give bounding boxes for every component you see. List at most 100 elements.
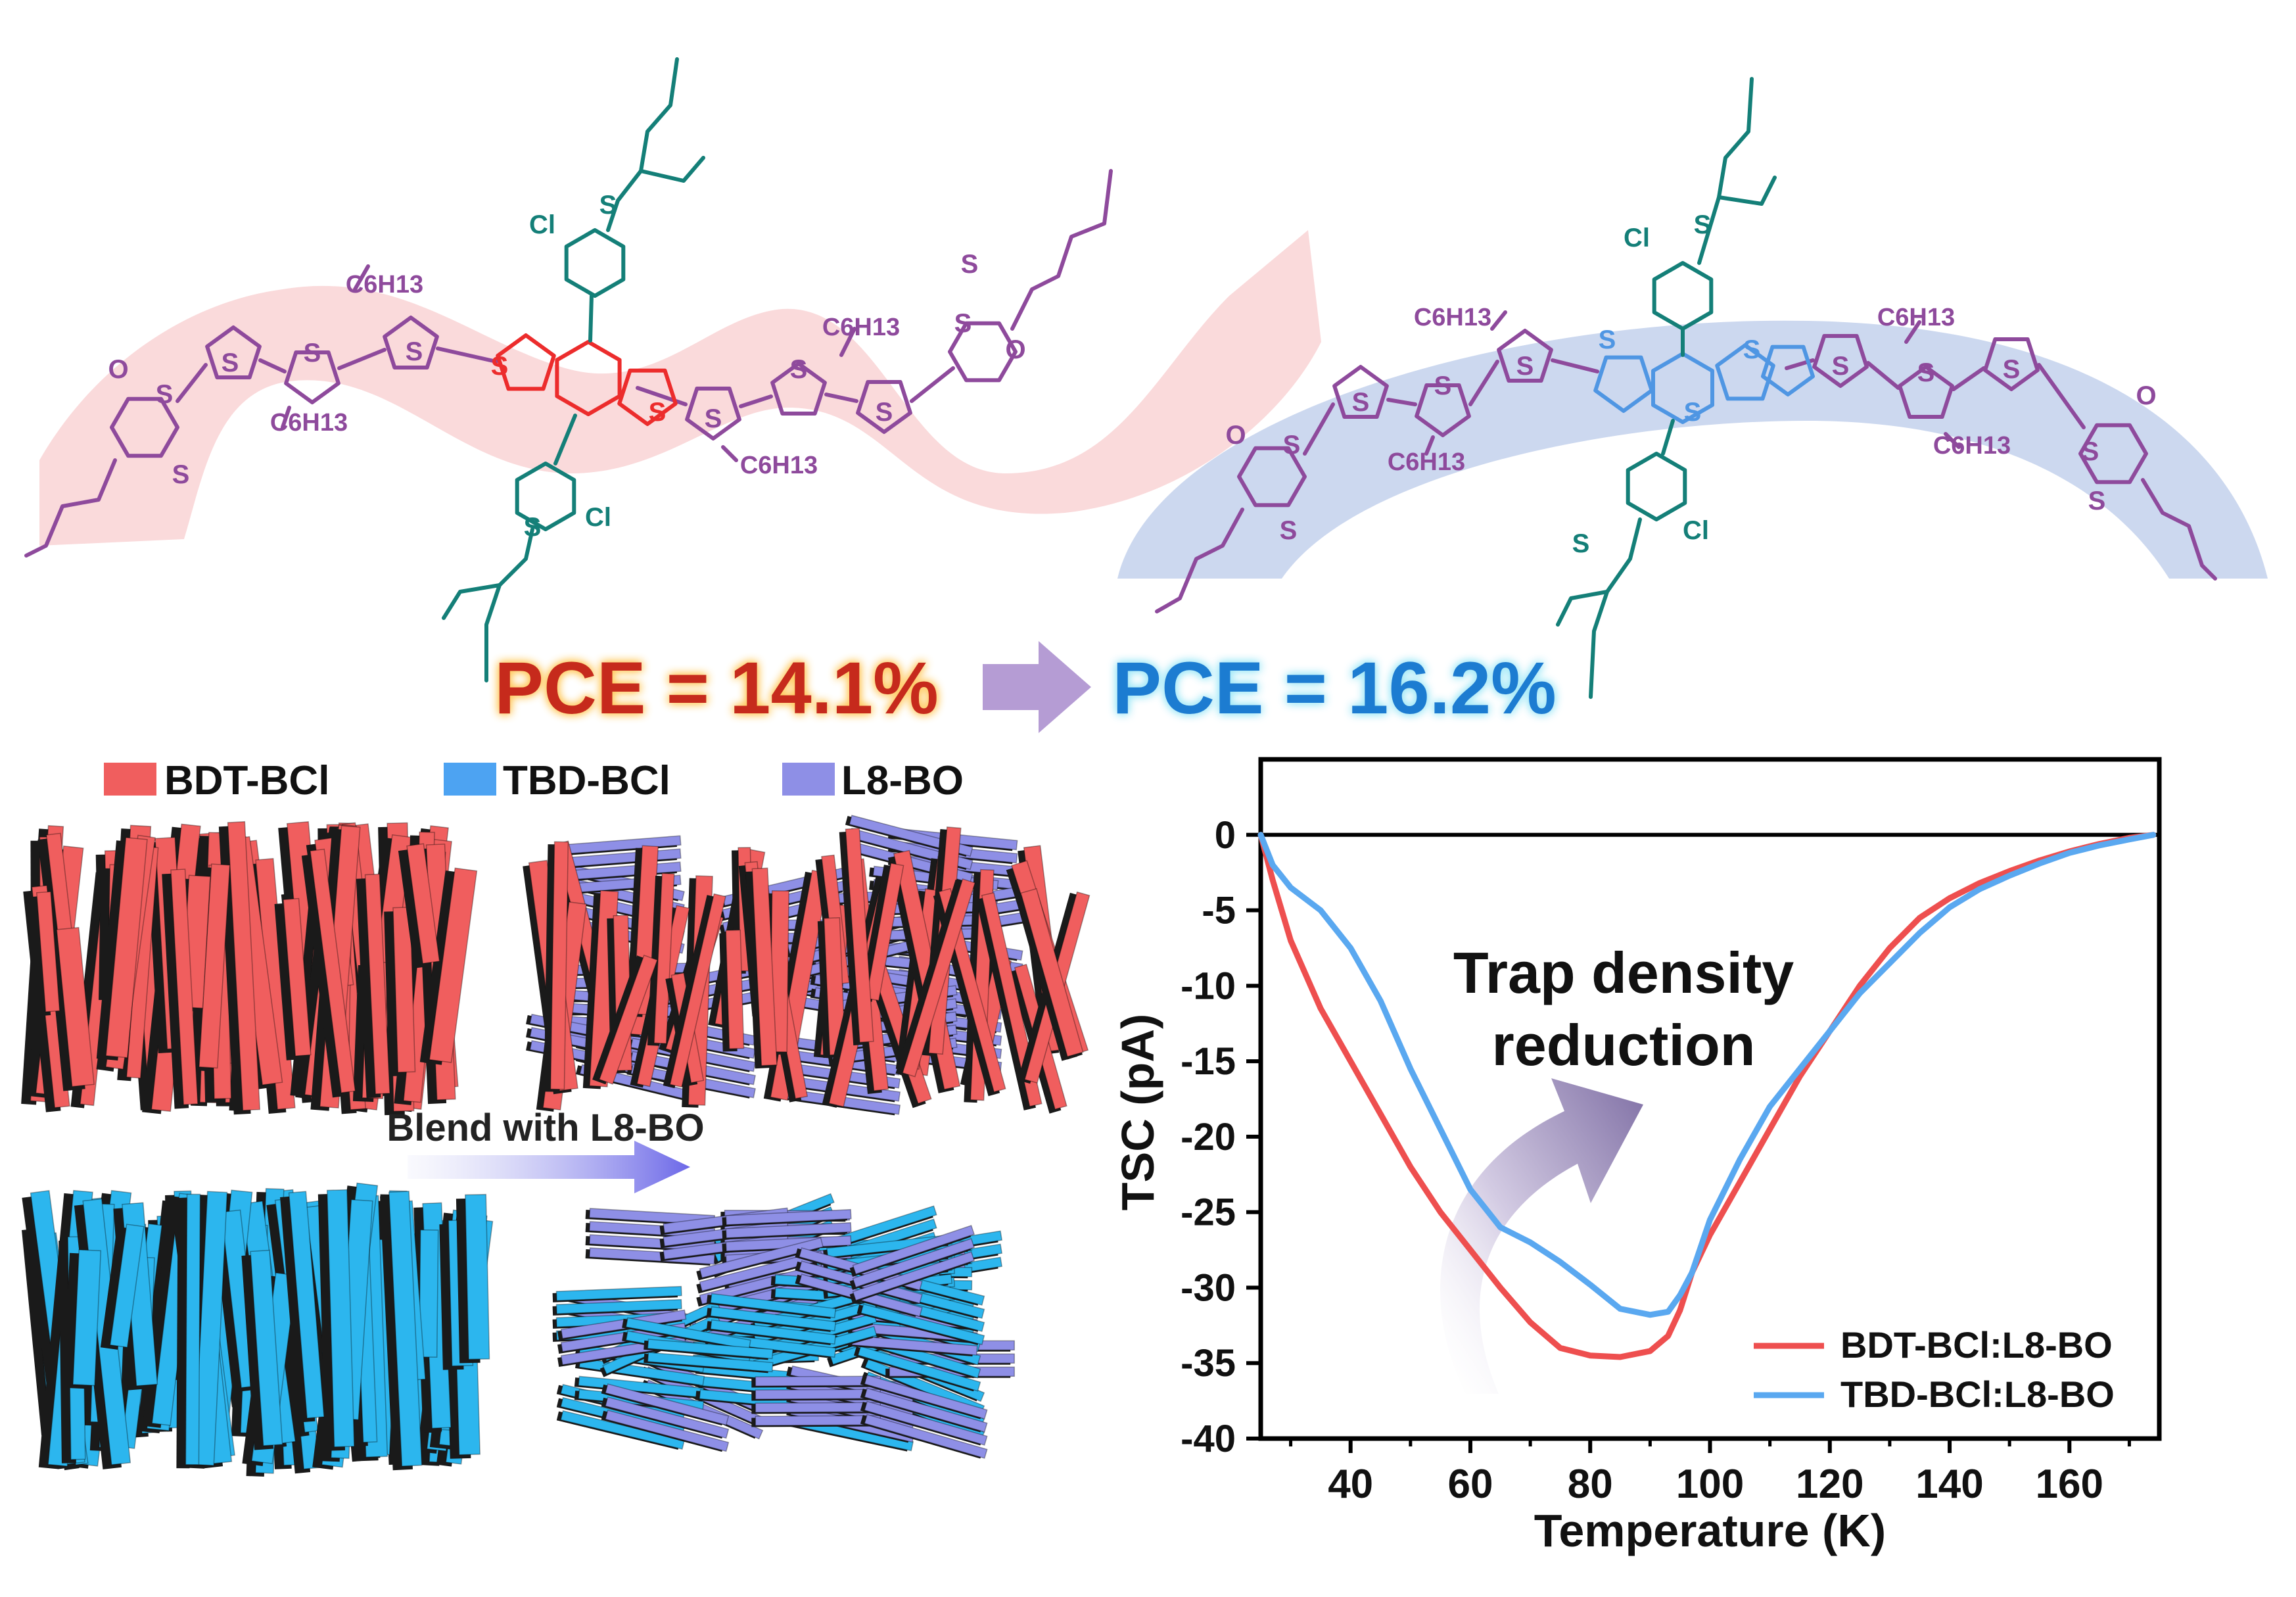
- bond: [636, 386, 688, 406]
- substituent-label: C6H13: [1414, 304, 1491, 331]
- legend: BDT-BCl TBD-BCl L8-BO: [104, 758, 964, 803]
- core-benzene: [1651, 352, 1714, 424]
- atom-label: S: [406, 337, 423, 366]
- tbd-bcl-molecule-bar: [317, 1189, 355, 1451]
- l8bo-stack: [751, 1402, 881, 1414]
- x-tick-label: 120: [1796, 1462, 1863, 1507]
- atom-label: S: [790, 355, 808, 384]
- bond: [824, 393, 858, 403]
- legend-label-bdt: BDT-BCl: [164, 758, 329, 803]
- left-molecule-band: [39, 230, 1321, 546]
- bdt-bcl-molecule-bar: [895, 878, 976, 1078]
- atom-label: S: [156, 380, 174, 409]
- aryl-ring-bottom: [1626, 452, 1687, 521]
- atom-label: Cl: [1683, 516, 1709, 545]
- tbd-bcl-molecule-bar: [644, 1339, 774, 1360]
- thiophene-ring: [856, 380, 912, 434]
- substituent-label: C6H13: [346, 271, 423, 298]
- legend-swatch-bdt: [104, 763, 156, 796]
- bdt-bcl-molecule-bar: [162, 869, 199, 1109]
- atom-label: S: [1352, 388, 1370, 417]
- atom-label: O: [2136, 381, 2156, 410]
- l8bo-stack: [860, 1374, 988, 1419]
- atom-label: Cl: [1624, 224, 1650, 252]
- l8bo-stack: [860, 1387, 988, 1433]
- end-group-ring-left: [1237, 446, 1307, 508]
- bond: [553, 414, 577, 465]
- thiophene-ring: [1497, 329, 1553, 383]
- tbd-bcl-molecule-bar: [706, 1293, 837, 1319]
- bond: [1952, 366, 1986, 391]
- chart-legend: BDT-BCl:L8-BO TBD-BCl:L8-BO: [1754, 1324, 2115, 1415]
- blend-arrow: [408, 1141, 690, 1193]
- c6-stub: [281, 406, 291, 429]
- series-line-tbd-bcl: [1257, 832, 2157, 1318]
- legend-swatch-l8bo: [782, 763, 835, 796]
- y-tick-label: -40: [1181, 1418, 1236, 1460]
- atom-label: S: [1917, 358, 1935, 387]
- bdt-bcl-molecule-bar: [719, 929, 745, 1052]
- thiophene-ring: [1415, 383, 1471, 437]
- core-thiophene-1: [1593, 355, 1654, 413]
- annotation-line-1: Trap density: [1453, 940, 1794, 1005]
- curved-arrow-shape: [1440, 1078, 1643, 1394]
- bond: [1661, 419, 1675, 456]
- substituent-label: C6H13: [1933, 432, 2011, 460]
- x-axis-label: Temperature (K): [1534, 1505, 1886, 1556]
- bond: [436, 346, 498, 364]
- tbd-bcl-molecule-bar: [176, 1193, 201, 1469]
- bdt-bcl-molecule-bar: [398, 843, 440, 968]
- aryl-ring-top: [1652, 261, 1714, 331]
- tbd-bcl-molecule-bar: [380, 1191, 423, 1471]
- l8bo-stack: [722, 1222, 852, 1240]
- core-thiophene-right: [617, 368, 678, 426]
- branch-top: [1717, 176, 1777, 206]
- l8bo-stack: [722, 1208, 852, 1227]
- thiophene-ring: [1812, 334, 1869, 388]
- atom-label: S: [304, 339, 321, 368]
- atom-label: S: [649, 398, 667, 427]
- l8bo-stack: [849, 1225, 975, 1277]
- tbd-bcl-molecule-bar: [706, 1319, 837, 1345]
- vinyl-bond: [910, 366, 955, 403]
- bdt-bcl-molecule-bar: [384, 907, 416, 1076]
- chart-legend-label: TBD-BCl:L8-BO: [1840, 1373, 2115, 1415]
- bond: [1468, 360, 1499, 406]
- y-tick-label: -35: [1181, 1342, 1236, 1385]
- atom-label: O: [108, 355, 128, 384]
- thiophene-ring: [1898, 365, 1954, 419]
- atom-label: S: [2082, 437, 2099, 466]
- tbd-bcl-molecule-bar: [456, 1193, 490, 1364]
- tbd-bcl-molecule-bar: [853, 1345, 981, 1392]
- bond: [1866, 361, 1900, 390]
- x-tick-label: 80: [1568, 1462, 1613, 1507]
- c6-stub: [1424, 435, 1435, 456]
- atom-label: O: [1225, 421, 1246, 450]
- atom-label: S: [491, 352, 509, 381]
- l8bo-stack: [849, 1238, 975, 1291]
- bond: [337, 348, 387, 370]
- thiophene-ring: [1983, 337, 2040, 391]
- bdt-bcl-molecule-bar: [274, 897, 312, 1061]
- thiophene-ring: [205, 325, 262, 379]
- end-group-ring-right: [2078, 423, 2148, 485]
- atom-label: S: [1283, 431, 1301, 460]
- l8bo-stack: [860, 1414, 988, 1459]
- bdt-bcl-molecule-bar: [1015, 888, 1084, 1061]
- bdt-bcl-neat-packing: [21, 821, 478, 1116]
- atom-label: S: [172, 460, 190, 489]
- substituent-label: C6H13: [740, 452, 818, 479]
- atom-label: S: [1694, 210, 1712, 239]
- vinyl-bond: [176, 363, 208, 403]
- bdt-bcl-molecule-bar: [745, 867, 778, 1069]
- y-tick-label: 0: [1215, 814, 1236, 857]
- atom-label: Cl: [529, 210, 555, 239]
- x-tick-label: 160: [2036, 1462, 2103, 1507]
- y-tick-label: -10: [1181, 965, 1236, 1007]
- trap-reduction-arrow: [1440, 1078, 1643, 1394]
- tbd-bcl-molecule-bar: [280, 1191, 325, 1423]
- x-tick-label: 100: [1676, 1462, 1744, 1507]
- thiophene-ring: [685, 387, 741, 441]
- pce-arrow: [983, 641, 1091, 733]
